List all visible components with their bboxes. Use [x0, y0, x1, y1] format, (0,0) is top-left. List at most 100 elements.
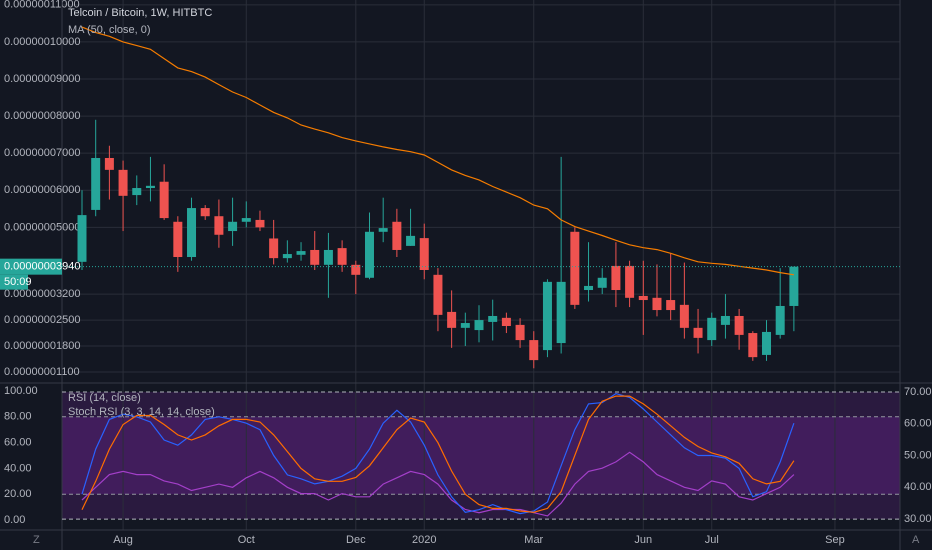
- y-tick-label: 0.00000006000: [4, 184, 80, 196]
- candle-body: [228, 221, 238, 232]
- ma-line: [81, 26, 794, 276]
- candle-body: [132, 188, 142, 196]
- x-tick-label: Mar: [524, 534, 543, 546]
- candle-body: [118, 169, 128, 196]
- candle-body: [707, 317, 717, 341]
- candle-body: [611, 265, 621, 291]
- candle-body: [570, 231, 580, 305]
- y-tick-label: 40.00: [4, 462, 32, 474]
- candle-body: [323, 249, 333, 265]
- y2-tick-label: 40.00: [904, 481, 932, 493]
- chart-title: Telcoin / Bitcoin, 1W, HITBTC: [68, 7, 212, 19]
- candle-body: [173, 221, 183, 258]
- y-tick-label: 0.00000001800: [4, 340, 80, 352]
- y-tick-label: 0.00: [4, 514, 25, 526]
- y-tick-label: 20.00: [4, 488, 32, 500]
- rsi-line: [81, 451, 795, 517]
- candle-body: [584, 285, 594, 291]
- y-tick-label: 0.00000010000: [4, 36, 80, 48]
- candle-body: [77, 215, 87, 262]
- candle-body: [720, 315, 730, 325]
- candle-body: [145, 185, 155, 189]
- candle-body: [419, 238, 429, 270]
- x-tick-label: Jun: [634, 534, 652, 546]
- candle-body: [91, 157, 101, 210]
- y2-tick-label: 60.00: [904, 418, 932, 430]
- candle-body: [775, 305, 785, 335]
- candle-body: [625, 265, 635, 298]
- candle-body: [556, 281, 566, 344]
- y-tick-label: 0.00000003200: [4, 288, 80, 300]
- y-tick-label: 0.00000009000: [4, 73, 80, 85]
- candle-body: [104, 157, 114, 170]
- y2-tick-label: 50.00: [904, 449, 932, 461]
- candle-body: [433, 274, 443, 315]
- rsi-line: [81, 392, 795, 515]
- candle-body: [515, 324, 525, 341]
- y-tick-label: 0.00000002500: [4, 314, 80, 326]
- candle-body: [378, 228, 388, 232]
- candle-body: [597, 277, 607, 288]
- candle-body: [159, 181, 169, 219]
- candle-body: [282, 254, 292, 259]
- y-tick-label: 0.00000011000: [4, 0, 80, 11]
- candle-body: [214, 216, 224, 235]
- legend-entry: MA (50, close, 0): [68, 24, 151, 36]
- candle-body: [406, 235, 416, 246]
- y-tick-label: 0.00000008000: [4, 110, 80, 122]
- candle-body: [762, 331, 771, 355]
- x-tick-label: Sep: [825, 534, 845, 546]
- legend-entry: Stoch RSI (3, 3, 14, 14, close): [68, 406, 215, 418]
- candle-body: [460, 323, 470, 328]
- x-tick-label: Dec: [346, 534, 366, 546]
- candle-body: [447, 311, 457, 328]
- candle-body: [310, 249, 320, 265]
- x-tick-label: 2020: [412, 534, 436, 546]
- x-tick-label: Jul: [705, 534, 719, 546]
- y-tick-label: 60.00: [4, 437, 32, 449]
- candle-body: [474, 320, 484, 331]
- candle-body: [501, 317, 511, 326]
- y-tick-label: 0.00000001100: [4, 366, 80, 378]
- candle-body: [351, 264, 361, 275]
- candle-body: [734, 315, 744, 335]
- candle-body: [529, 340, 539, 361]
- candle-body: [200, 208, 210, 217]
- y-tick-label: 80.00: [4, 411, 32, 423]
- last-price-box: [0, 258, 62, 275]
- corner-label: A: [912, 534, 920, 546]
- candle-body: [693, 327, 703, 338]
- y-tick-label: 0.00000005000: [4, 221, 80, 233]
- candle-body: [255, 219, 265, 228]
- x-tick-label: Oct: [238, 534, 255, 546]
- candle-body: [488, 315, 498, 322]
- countdown: 50:09: [4, 276, 32, 288]
- candle-body: [679, 304, 689, 328]
- candle-body: [652, 297, 662, 311]
- stoch-d-line: [81, 395, 795, 513]
- candle-body: [542, 281, 552, 351]
- candle-body: [392, 221, 402, 250]
- y-tick-label: 100.00: [4, 385, 38, 397]
- candle-body: [666, 300, 676, 311]
- rsi-band: [62, 391, 900, 520]
- candle-body: [364, 231, 374, 278]
- candle-body: [638, 295, 648, 301]
- last-price-label: 0.00000003940: [4, 261, 80, 273]
- candle-body: [269, 238, 279, 259]
- candle-body: [337, 248, 347, 265]
- candle-body: [187, 208, 197, 258]
- y-tick-label: 0.00000007000: [4, 147, 80, 159]
- candle-body: [789, 266, 799, 306]
- legend-entry: RSI (14, close): [68, 392, 141, 404]
- candle-body: [296, 251, 306, 255]
- candle-body: [241, 218, 251, 222]
- candle-body: [748, 333, 758, 358]
- y2-tick-label: 70.00: [904, 386, 932, 398]
- corner-label: Z: [33, 534, 40, 546]
- x-tick-label: Aug: [113, 534, 133, 546]
- countdown-box: [0, 274, 28, 290]
- y2-tick-label: 30.00: [904, 513, 932, 525]
